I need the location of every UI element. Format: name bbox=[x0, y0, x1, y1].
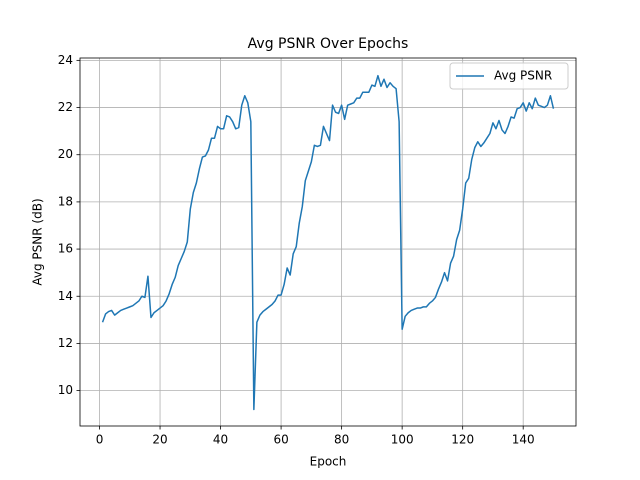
plot-frame bbox=[79, 57, 577, 427]
x-tick-label: 0 bbox=[96, 433, 104, 447]
x-tick-label: 100 bbox=[391, 433, 414, 447]
chart-title: Avg PSNR Over Epochs bbox=[248, 36, 409, 52]
x-axis-label: Epoch bbox=[310, 455, 347, 469]
x-tick-label: 40 bbox=[213, 433, 228, 447]
x-tick-label: 120 bbox=[451, 433, 474, 447]
y-tick-label: 22 bbox=[58, 100, 73, 114]
y-tick-label: 20 bbox=[58, 147, 73, 161]
y-tick-label: 16 bbox=[58, 242, 73, 256]
y-tick-label: 14 bbox=[58, 289, 73, 303]
data-line bbox=[101, 74, 555, 411]
y-axis-label: Avg PSNR (dB) bbox=[31, 198, 45, 285]
legend-label: Avg PSNR bbox=[494, 69, 552, 83]
x-tick-label: 140 bbox=[512, 433, 535, 447]
y-tick-label: 18 bbox=[58, 194, 73, 208]
x-tick-label: 60 bbox=[273, 433, 288, 447]
y-tick-label: 24 bbox=[58, 53, 73, 67]
legend-box bbox=[449, 62, 569, 90]
y-tick-label: 12 bbox=[58, 336, 73, 350]
x-tick-label: 20 bbox=[152, 433, 167, 447]
y-tick-label: 10 bbox=[58, 383, 73, 397]
x-tick-label: 80 bbox=[334, 433, 349, 447]
